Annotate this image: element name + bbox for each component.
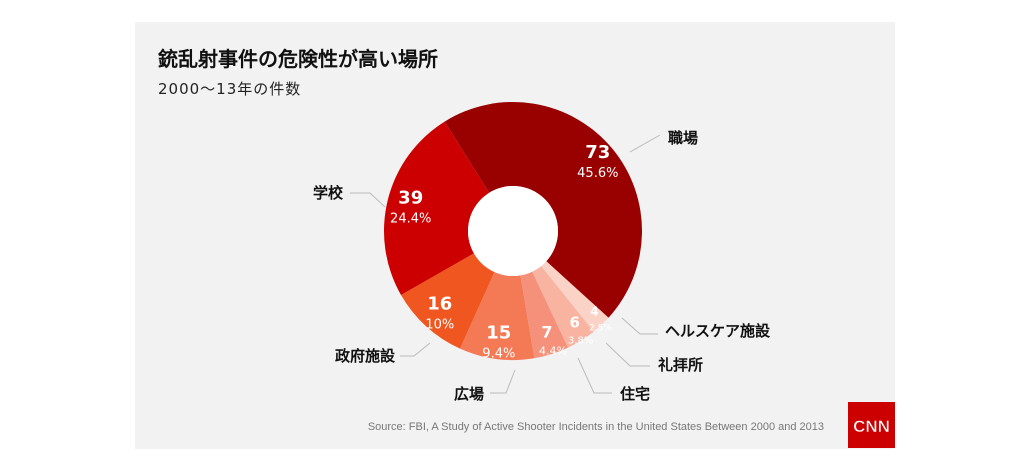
leader-line xyxy=(350,192,386,208)
value-label: 15 xyxy=(486,323,511,344)
slice-0 xyxy=(444,102,642,318)
category-label: 政府施設 xyxy=(335,347,396,365)
slice-2 xyxy=(532,266,594,348)
donut-hole xyxy=(468,186,558,276)
category-label: 住宅 xyxy=(620,385,650,403)
svg-text:CNN: CNN xyxy=(853,417,890,436)
category-label: 広場 xyxy=(454,385,484,403)
chart-title: 銃乱射事件の危険性が高い場所 xyxy=(158,47,438,71)
slice-5 xyxy=(401,253,495,349)
value-label: 7 xyxy=(541,323,552,342)
leader-line xyxy=(400,342,431,357)
slice-6 xyxy=(383,121,490,296)
cnn-logo: CNN xyxy=(848,402,895,448)
category-label: 学校 xyxy=(313,184,344,202)
slice-4 xyxy=(460,272,535,361)
slice-3 xyxy=(520,271,569,359)
value-label: 39 xyxy=(398,187,423,208)
slice-1 xyxy=(541,261,609,332)
percent-label: 3.8% xyxy=(568,336,593,347)
value-label: 16 xyxy=(427,294,452,315)
leader-line xyxy=(621,317,658,335)
percent-label: 10% xyxy=(425,318,454,333)
leader-line xyxy=(605,342,650,367)
value-label: 4 xyxy=(590,305,598,319)
leader-line xyxy=(490,369,516,394)
percent-label: 45.6% xyxy=(577,166,618,181)
leader-line xyxy=(577,357,612,394)
source-note: Source: FBI, A Study of Active Shooter I… xyxy=(368,421,824,433)
category-label: 礼拝所 xyxy=(658,356,703,374)
value-label: 6 xyxy=(569,314,579,332)
leader-line xyxy=(629,134,661,153)
percent-label: 4.4% xyxy=(539,345,567,358)
percent-label: 9.4% xyxy=(482,347,515,362)
slice-labels: 73 45.6% 職場 4 2.5% ヘルスケア施設 6 3.8% 礼拝所 7 4.4% 住宅 15 9.… xyxy=(313,129,771,403)
category-label: ヘルスケア施設 xyxy=(665,322,771,340)
chart-subtitle: 2000〜13年の件数 xyxy=(158,80,301,98)
percent-label: 24.4% xyxy=(390,211,431,226)
percent-label: 2.5% xyxy=(589,324,612,334)
value-label: 73 xyxy=(585,142,610,163)
category-label: 職場 xyxy=(668,129,698,147)
donut xyxy=(383,102,642,361)
